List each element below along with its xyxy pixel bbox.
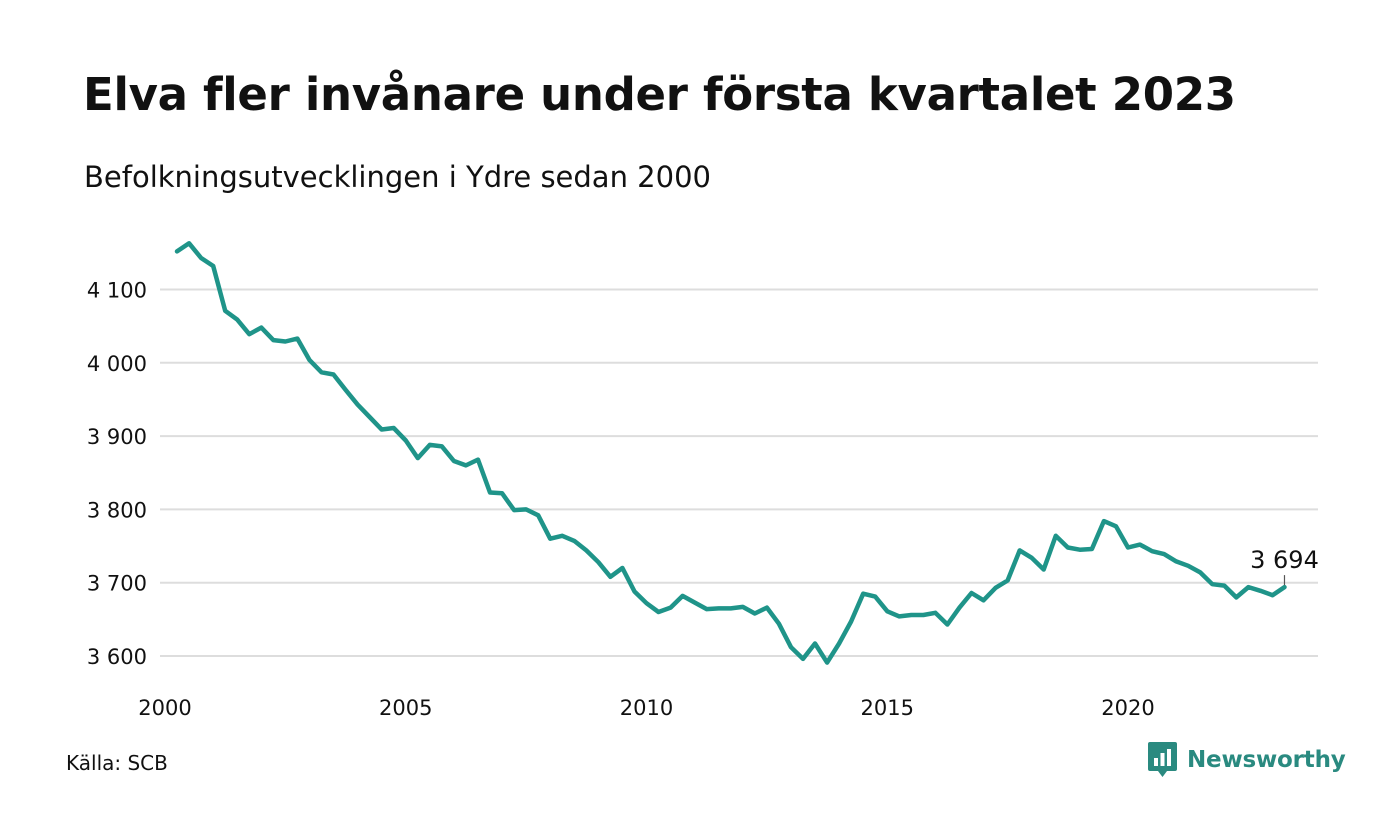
x-axis-labels: 2000 2005 2010 2015 2020 xyxy=(138,696,1154,720)
chart-title: Elva fler invånare under första kvartale… xyxy=(83,68,1236,121)
x-tick-label: 2020 xyxy=(1101,696,1154,720)
chart-subtitle: Befolkningsutvecklingen i Ydre sedan 200… xyxy=(84,160,711,194)
series-layer xyxy=(174,241,1287,665)
y-tick-label: 3 900 xyxy=(87,425,147,449)
source-note: Källa: SCB xyxy=(66,751,168,775)
x-tick-label: 2010 xyxy=(620,696,673,720)
annotation-layer: 3 694 xyxy=(1250,546,1319,586)
y-tick-label: 4 100 xyxy=(87,279,147,303)
y-axis-labels: 3 600 3 700 3 800 3 900 4 000 4 100 xyxy=(87,279,147,670)
y-tick-label: 4 000 xyxy=(87,352,147,376)
y-tick-label: 3 700 xyxy=(87,572,147,596)
end-value-label: 3 694 xyxy=(1250,546,1319,574)
x-tick-label: 2005 xyxy=(379,696,432,720)
population-line xyxy=(174,241,1287,665)
x-tick-label: 2000 xyxy=(138,696,191,720)
brand-name: Newsworthy xyxy=(1187,747,1346,773)
x-tick-label: 2015 xyxy=(861,696,914,720)
y-tick-label: 3 600 xyxy=(87,645,147,669)
grid-lines xyxy=(160,288,1318,657)
newsworthy-logo-icon xyxy=(1148,742,1177,777)
brand-logo: Newsworthy xyxy=(1148,742,1346,778)
y-tick-label: 3 800 xyxy=(87,498,147,522)
